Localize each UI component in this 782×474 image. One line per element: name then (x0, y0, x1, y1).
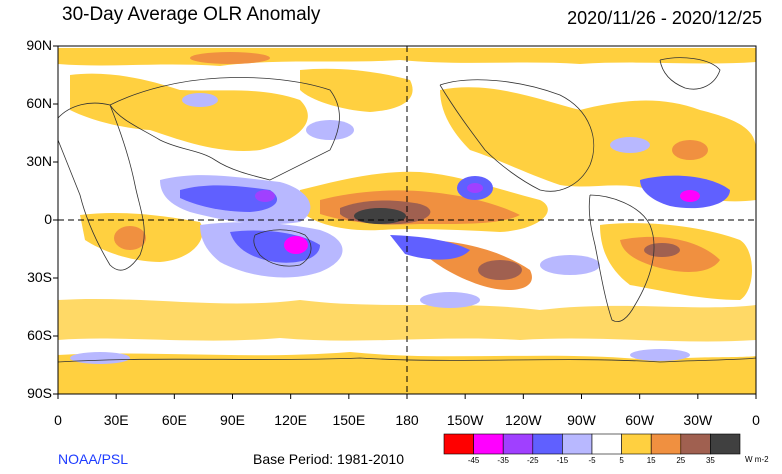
south-pacific-negative (420, 292, 480, 308)
se-pacific-negative (540, 255, 600, 275)
lon-label: 60W (625, 412, 655, 428)
antarctic-positive-band (58, 352, 756, 394)
atlantic-max-negative (680, 190, 700, 202)
colorbar-tick-label: 25 (676, 456, 686, 465)
lon-label: 120E (274, 412, 308, 428)
atlantic-positive (440, 87, 756, 202)
colorbar-tick-label: 15 (646, 456, 656, 465)
lat-label: 90N (26, 37, 52, 53)
date-range: 2020/11/26 - 2020/12/25 (567, 8, 762, 28)
lon-label: 120W (505, 412, 542, 428)
colorbar-unit: W m-2 (745, 455, 769, 464)
eurasia-positive (70, 73, 308, 151)
base-period-label: Base Period: 1981-2010 (253, 451, 404, 467)
maritime-strong-negative (255, 190, 275, 202)
map-title: 30-Day Average OLR Anomaly (62, 4, 321, 25)
africa-moderate (114, 226, 146, 250)
colorbar-tick-label: -15 (556, 456, 569, 465)
colorbar-tick-label: 5 (619, 456, 624, 465)
lat-label: 60S (27, 327, 52, 343)
colorbar-tick-label: -25 (527, 456, 539, 465)
coastlines (57, 57, 757, 363)
colorbar-tick-label: -35 (497, 456, 509, 465)
south-america-strong (644, 243, 680, 257)
nw-pacific-positive (300, 68, 413, 112)
siberia-negative (182, 93, 218, 107)
lon-label: 30W (683, 412, 713, 428)
pacific-max-core (354, 208, 406, 224)
lon-label: 150E (332, 412, 366, 428)
central-pacific-negative (390, 235, 470, 260)
lon-label: 90W (567, 412, 596, 428)
arctic-moderate-patch (190, 52, 270, 64)
source-label: NOAA/PSL (58, 451, 129, 467)
north-america-negative (610, 137, 650, 153)
lon-label: 90E (220, 412, 245, 428)
lat-label: 0 (44, 211, 52, 227)
antarctica-coast (57, 357, 757, 363)
axis-ticks (53, 45, 757, 399)
eurasia-coast (109, 77, 340, 181)
sw-southern-negative (70, 352, 130, 364)
australia-max-negative (284, 236, 308, 254)
lon-label: 150W (446, 412, 484, 428)
lat-label: 90S (27, 385, 52, 401)
southern-ocean-negative (630, 349, 690, 361)
lat-label: 30S (27, 269, 52, 285)
colorbar-tick-label: 35 (705, 456, 715, 465)
lon-label: 180 (395, 412, 419, 428)
lon-label: 0 (752, 412, 760, 428)
south-america-coast (588, 194, 655, 322)
greenland-coast (659, 57, 721, 90)
lon-label: 0 (54, 412, 62, 428)
east-asia-negative (306, 120, 354, 140)
lat-label: 30N (26, 153, 52, 169)
lon-label: 60E (161, 412, 187, 428)
north-america-coast (439, 79, 595, 192)
atlantic-moderate (672, 140, 708, 160)
maritime-moderate-negative (180, 185, 278, 212)
australia-coast (253, 229, 312, 267)
colorbar-tick-label: -5 (588, 456, 596, 465)
ne-pacific-strong-negative (467, 183, 483, 193)
lat-label: 60N (26, 95, 52, 111)
lon-label: 30E (103, 412, 129, 428)
spcz-strong (478, 260, 522, 280)
colorbar-tick-label: -45 (467, 456, 480, 465)
